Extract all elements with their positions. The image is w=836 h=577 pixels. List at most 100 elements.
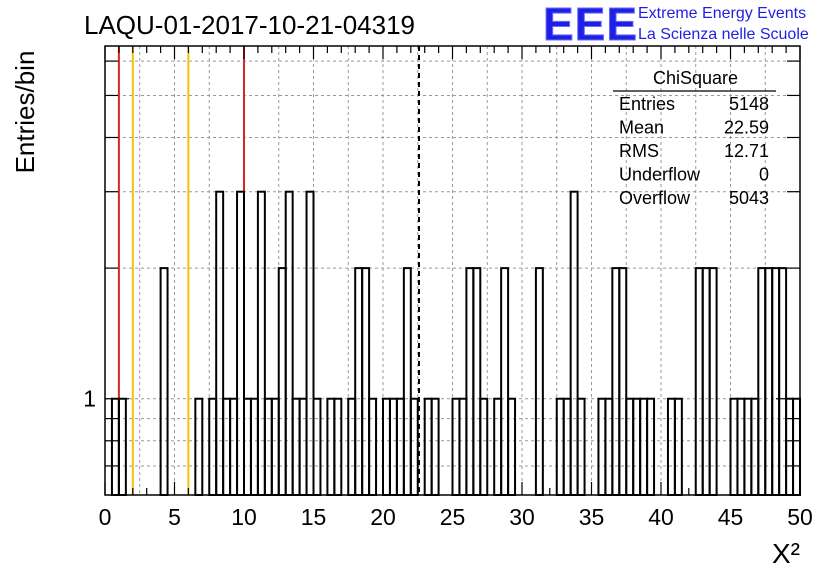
x-tick-label: 5 (168, 504, 181, 530)
histogram-bin (465, 267, 475, 497)
histogram-bin (110, 397, 120, 496)
histogram-bin (785, 397, 795, 496)
histogram-bin (430, 397, 440, 496)
plot-frame (104, 45, 801, 496)
histogram-bin (639, 397, 649, 496)
x-tick-label: 10 (231, 504, 257, 530)
histogram-bin (507, 397, 517, 496)
x-tick-label: 40 (648, 504, 674, 530)
x-tick-label: 0 (99, 504, 112, 530)
histogram-bin (409, 397, 419, 496)
histogram-bin (423, 397, 433, 496)
histogram-bin (458, 397, 468, 496)
x-tick-label: 50 (787, 504, 813, 530)
histogram-bin (576, 397, 586, 496)
x-axis-label: X² (772, 538, 800, 569)
stats-value: 22.59 (724, 118, 769, 138)
x-tick-label: 20 (370, 504, 396, 530)
histogram-bin (382, 397, 391, 496)
histogram-bin (312, 397, 322, 496)
marker-lines (117, 46, 421, 495)
x-tick-label: 15 (301, 504, 327, 530)
axis-ticks (104, 46, 801, 495)
histogram-bin (632, 397, 642, 496)
histogram-bin (368, 397, 378, 496)
y-tick-labels: 1 (83, 386, 96, 412)
histogram-bin (778, 267, 788, 497)
histogram-bin (771, 267, 781, 497)
histogram-bin (215, 190, 225, 496)
histogram-bin (472, 267, 482, 497)
stats-value: 12.71 (724, 141, 769, 161)
logo-line-2: La Scienza nelle Scuole (638, 26, 809, 43)
x-tick-label: 45 (718, 504, 744, 530)
histogram-bin (243, 397, 252, 496)
histogram-bin (270, 397, 280, 496)
stats-label: RMS (619, 141, 659, 161)
histogram-bin (347, 397, 357, 496)
histogram-bin (326, 397, 336, 496)
stats-value: 5148 (729, 94, 769, 114)
histogram-bin (284, 190, 294, 496)
stats-label: Overflow (619, 188, 691, 208)
stats-title: ChiSquare (653, 68, 738, 88)
y-tick-label: 1 (83, 386, 96, 412)
stats-box: ChiSquare Entries 5148 Mean 22.59 RMS 12.71 Und… (613, 68, 776, 208)
histogram-bin (354, 267, 364, 497)
histogram-bin (736, 397, 746, 496)
run-title: LAQU-01-2017-10-21-04319 (84, 10, 415, 40)
histogram-bin (750, 397, 760, 496)
x-tick-labels: 0 5 10 15 20 25 30 35 40 45 50 (99, 504, 813, 530)
histogram-bin (729, 397, 739, 496)
histogram-bin (249, 397, 259, 496)
histogram-bin (451, 397, 461, 496)
stats-label: Entries (619, 94, 675, 114)
histogram-bin (236, 190, 246, 496)
histogram-bin (333, 397, 343, 496)
stats-value: 5043 (729, 188, 769, 208)
histogram-bin (479, 397, 489, 496)
histogram-bin (117, 397, 127, 496)
histogram-bin (222, 397, 232, 496)
histogram-bin (229, 397, 239, 496)
histogram-bin (708, 267, 718, 497)
histogram-bin (673, 397, 683, 496)
x-tick-label: 25 (440, 504, 466, 530)
histogram-bins (110, 190, 801, 497)
histogram-bin (493, 397, 503, 496)
stats-label: Underflow (619, 165, 701, 185)
grid-lines (105, 46, 800, 495)
x-tick-label: 30 (509, 504, 535, 530)
histogram-bin (534, 267, 544, 497)
histogram-bin (305, 190, 315, 496)
histogram-bin (764, 267, 774, 497)
histogram-bin (666, 397, 676, 496)
histogram-bin (611, 267, 621, 497)
eee-logo: EEE (543, 0, 638, 50)
histogram-bin (361, 267, 371, 497)
histogram-bin (625, 397, 635, 496)
histogram-bin (256, 190, 266, 496)
histogram-bin (555, 397, 565, 496)
stats-value: 0 (759, 165, 769, 185)
histogram-bin (743, 397, 753, 496)
logo-line-1: Extreme Energy Events (638, 5, 806, 22)
histogram-bin (208, 397, 218, 496)
histogram-bin (388, 397, 398, 496)
histogram-bin (604, 397, 614, 496)
histogram-bin (569, 190, 579, 496)
histogram-bin (618, 267, 628, 497)
histogram-bin (694, 267, 704, 497)
histogram-bin (757, 267, 767, 497)
histogram-bin (159, 267, 169, 497)
x-tick-label: 35 (579, 504, 605, 530)
histogram-bin (298, 397, 308, 496)
y-axis-label: Entries/bin (10, 51, 40, 174)
histogram-bin (194, 397, 204, 496)
histogram-bin (646, 397, 656, 496)
histogram-bin (792, 397, 801, 496)
histogram-bin (395, 397, 405, 496)
histogram-bin (701, 267, 711, 497)
